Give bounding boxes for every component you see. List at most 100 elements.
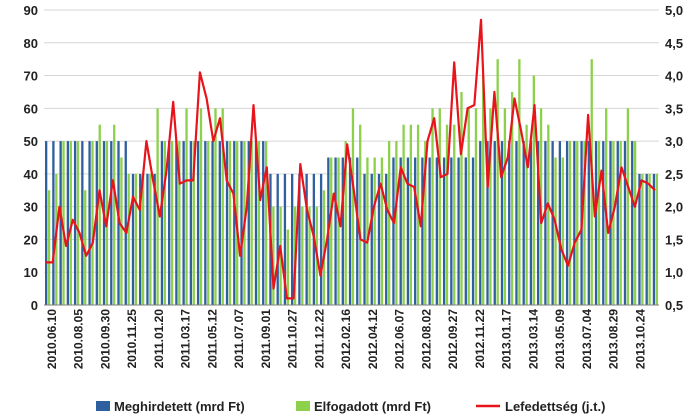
bar-series (45, 59, 658, 305)
bar-accepted (344, 141, 347, 305)
coverage-line-series (46, 18, 656, 300)
bar-accepted (207, 141, 210, 305)
bar-accepted (330, 157, 333, 305)
bar-accepted (402, 124, 405, 305)
bar-accepted (228, 141, 232, 305)
bar-accepted (308, 206, 311, 305)
bar-announced (558, 141, 562, 305)
bar-accepted (76, 141, 80, 305)
y2-tick-label: 3,5 (665, 101, 683, 116)
bar-announced (168, 141, 171, 305)
bar-announced (334, 157, 337, 305)
bar-accepted (221, 108, 224, 305)
bar-accepted (301, 206, 304, 305)
bar-accepted (322, 190, 326, 305)
bar-accepted (554, 157, 557, 305)
bar-accepted (170, 141, 174, 305)
bar-accepted (561, 157, 564, 305)
x-tick-label: 2012.09.27 (446, 309, 460, 369)
bar-accepted (214, 108, 217, 305)
bar-accepted (532, 75, 535, 305)
legend-swatch-announced (96, 401, 110, 411)
bar-announced (218, 141, 221, 305)
x-tick-label: 2011.12.22 (312, 309, 326, 369)
bar-announced (283, 173, 287, 305)
bar-announced (442, 157, 446, 305)
bar-announced (189, 141, 193, 305)
bar-announced (88, 141, 91, 305)
bar-announced (66, 141, 70, 305)
bar-announced (529, 141, 533, 305)
x-tick-label: 2011.03.17 (179, 309, 193, 369)
bar-announced (124, 141, 127, 305)
bar-accepted (503, 108, 507, 305)
bar-accepted (655, 173, 658, 305)
bar-announced (45, 141, 48, 305)
bar-announced (392, 157, 395, 305)
bar-accepted (373, 157, 376, 305)
bar-announced (59, 141, 62, 305)
bar-announced (645, 173, 648, 305)
bar-accepted (120, 157, 123, 305)
y-tick-label: 50 (24, 134, 38, 149)
bar-announced (537, 141, 540, 305)
bar-accepted (387, 141, 391, 305)
bar-announced (406, 157, 410, 305)
bar-announced (428, 157, 431, 305)
bar-accepted (395, 141, 398, 305)
bar-accepted (460, 91, 463, 305)
bar-announced (52, 141, 55, 305)
bar-announced (464, 157, 467, 305)
bar-announced (399, 157, 402, 305)
bar-accepted (431, 108, 434, 305)
bar-accepted (98, 124, 101, 305)
y-tick-label: 0 (31, 298, 38, 313)
bar-announced (435, 157, 439, 305)
bar-announced (204, 141, 207, 305)
y2-tick-label: 2,5 (665, 167, 683, 182)
bar-accepted (250, 141, 253, 305)
left-axis-ticks: 0 10 20 30 40 50 60 70 80 90 (24, 3, 38, 313)
bar-accepted (453, 124, 456, 305)
bar-accepted (445, 124, 449, 305)
bar-announced (486, 141, 489, 305)
x-axis-ticks: 2010.06.10 2010.08.05 2010.09.30 2010.11.25… (45, 309, 647, 369)
bar-accepted (525, 124, 528, 305)
bar-accepted (489, 108, 492, 305)
bar-announced (182, 141, 185, 305)
bar-accepted (641, 173, 644, 305)
bar-accepted (366, 157, 369, 305)
y2-tick-label: 3,0 (665, 134, 683, 149)
bar-announced (471, 157, 475, 305)
bar-accepted (91, 141, 94, 305)
bar-announced (616, 141, 619, 305)
bar-announced (565, 141, 569, 305)
bar-announced (414, 157, 417, 305)
legend-label-announced: Meghirdetett (mrd Ft) (114, 399, 245, 414)
y2-tick-label: 4,0 (665, 69, 683, 84)
bar-announced (247, 141, 250, 305)
bar-announced (479, 141, 482, 305)
bar-announced (196, 141, 200, 305)
bar-accepted (648, 173, 651, 305)
bar-announced (631, 141, 634, 305)
bar-announced (594, 141, 598, 305)
y2-tick-label: 0,5 (665, 298, 683, 313)
x-tick-label: 2013.07.04 (580, 309, 594, 369)
bar-announced (262, 141, 265, 305)
bar-accepted (438, 108, 441, 305)
bar-accepted (47, 190, 51, 305)
x-tick-label: 2010.09.30 (98, 309, 112, 369)
y-tick-label: 60 (24, 101, 38, 116)
bar-announced (515, 141, 518, 305)
right-axis-ticks: 0,5 1,0 1,5 2,0 2,5 3,0 3,5 4,0 4,5 5,0 (665, 3, 683, 313)
bar-announced (587, 141, 590, 305)
bar-accepted (149, 173, 152, 305)
bar-accepted (518, 59, 521, 305)
bar-accepted (134, 173, 138, 305)
x-tick-label: 2013.01.17 (500, 309, 514, 369)
legend-label-coverage: Lefedettség (j.t.) (505, 399, 605, 414)
x-tick-label: 2012.02.16 (339, 309, 353, 369)
bar-accepted (127, 173, 130, 305)
